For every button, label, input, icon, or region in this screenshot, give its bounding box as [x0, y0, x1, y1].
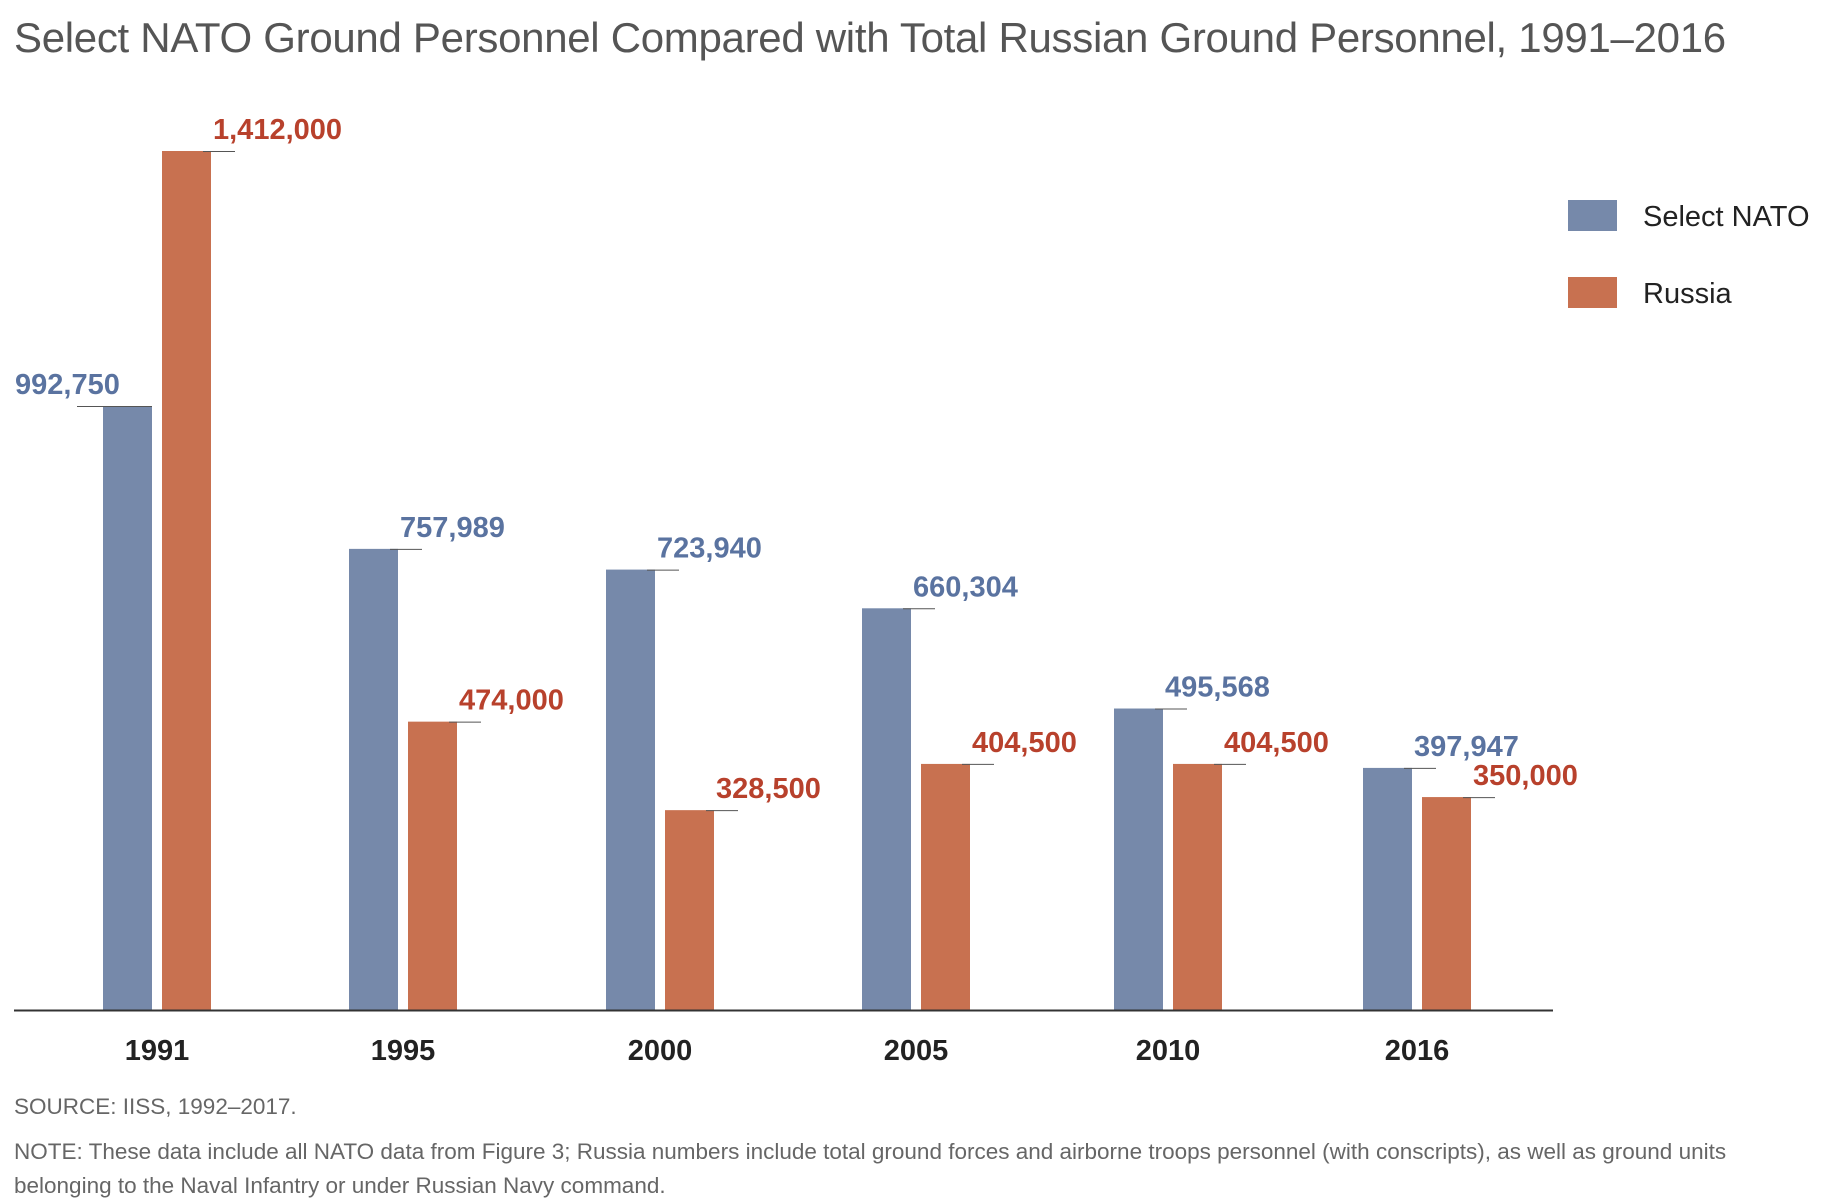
chart-title: Select NATO Ground Personnel Compared wi… — [14, 14, 1726, 61]
bar-russia-2010 — [1173, 763, 1222, 1010]
x-tick-label-1995: 1995 — [371, 1035, 436, 1067]
bar-nato-2010 — [1114, 708, 1163, 1010]
bar-nato-2005 — [862, 608, 911, 1010]
x-tick-label-2000: 2000 — [628, 1035, 693, 1067]
legend-swatch-nato — [1568, 200, 1617, 231]
value-label-russia-1995: 474,000 — [459, 685, 564, 717]
bar-nato-1995 — [349, 548, 398, 1010]
legend-label-russia: Russia — [1643, 278, 1733, 310]
value-label-nato-2010: 495,568 — [1165, 672, 1270, 704]
value-label-nato-2016: 397,947 — [1414, 731, 1519, 763]
legend: Select NATO Russia — [1568, 200, 1810, 310]
bar-nato-2016 — [1363, 767, 1412, 1010]
value-label-russia-1991: 1,412,000 — [213, 114, 342, 146]
bar-nato-1991 — [103, 406, 152, 1010]
bar-russia-1995 — [408, 721, 457, 1010]
bar-nato-2000 — [606, 569, 655, 1010]
bar-russia-2005 — [921, 763, 970, 1010]
footnote-note: NOTE: These data include all NATO data f… — [14, 1139, 1727, 1198]
value-labels-layer: 992,750 1,412,000 757,989 474,000 723,940 328… — [15, 114, 1578, 812]
bar-russia-2016 — [1422, 797, 1471, 1010]
value-label-russia-2010: 404,500 — [1224, 727, 1329, 759]
value-label-russia-2005: 404,500 — [972, 727, 1077, 759]
bars-layer — [103, 151, 1471, 1010]
x-tick-label-2010: 2010 — [1136, 1035, 1201, 1067]
x-axis-ticks: 1991 1995 2000 2005 2010 2016 — [125, 1035, 1450, 1067]
x-tick-label-2016: 2016 — [1385, 1035, 1450, 1067]
value-label-russia-2016: 350,000 — [1473, 760, 1578, 792]
x-tick-label-1991: 1991 — [125, 1035, 190, 1067]
x-tick-label-2005: 2005 — [884, 1035, 949, 1067]
bar-russia-2000 — [665, 810, 714, 1010]
bar-russia-1991 — [162, 151, 211, 1010]
legend-label-nato: Select NATO — [1643, 201, 1810, 233]
value-label-nato-2005: 660,304 — [913, 571, 1018, 603]
value-label-nato-1995: 757,989 — [400, 512, 505, 544]
value-label-nato-1991: 992,750 — [15, 369, 120, 401]
value-label-russia-2000: 328,500 — [716, 773, 821, 805]
value-label-nato-2000: 723,940 — [657, 533, 762, 565]
source-note: SOURCE: IISS, 1992–2017. — [14, 1094, 297, 1119]
legend-swatch-russia — [1568, 277, 1617, 308]
